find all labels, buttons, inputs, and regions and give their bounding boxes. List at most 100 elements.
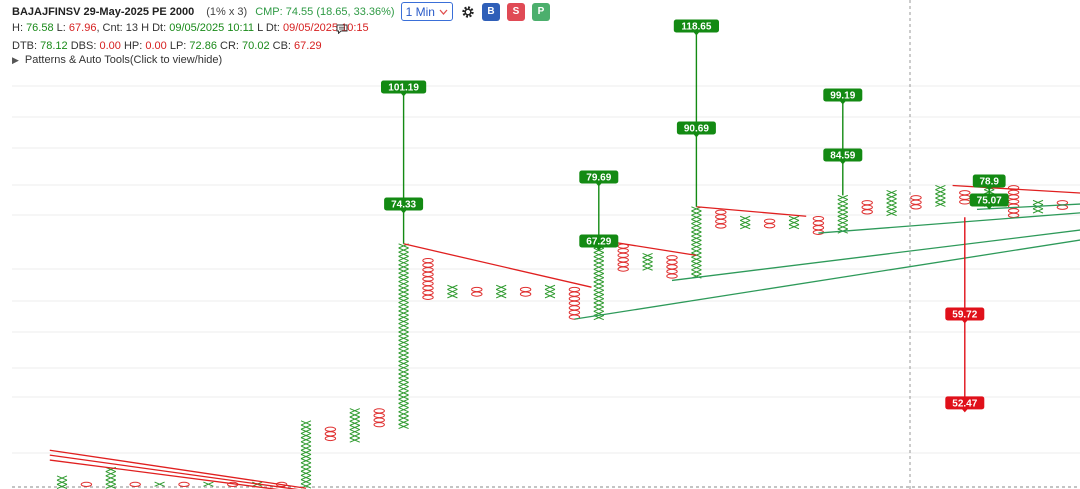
o-mark: [861, 209, 873, 215]
x-mark: [105, 479, 116, 485]
uptrend-line: [574, 239, 1080, 320]
target-label: 74.33: [391, 200, 416, 211]
x-column: [593, 239, 604, 321]
x-mark: [349, 424, 360, 431]
o-mark: [471, 286, 483, 293]
x-mark: [886, 206, 897, 212]
x-mark: [398, 360, 409, 367]
x-mark: [593, 260, 604, 266]
x-mark: [935, 189, 946, 195]
lp-label: LP:: [169, 40, 187, 52]
o-mark: [373, 408, 385, 414]
x-mark: [691, 214, 702, 220]
x-mark: [593, 302, 604, 308]
x-mark: [300, 441, 312, 447]
hp-label: HP:: [123, 40, 143, 52]
gear-icon[interactable]: [461, 5, 475, 19]
p-button[interactable]: P: [531, 2, 550, 21]
target-label-pointer: [693, 134, 700, 138]
downtrend-line: [49, 449, 307, 489]
o-mark: [471, 291, 483, 297]
target-label-pointer: [400, 210, 407, 214]
o-mark: [324, 431, 337, 437]
o-column: [80, 481, 93, 487]
interval-select[interactable]: 1 Min: [400, 2, 453, 21]
lp-value: 72.86: [189, 40, 217, 52]
x-mark: [398, 297, 409, 304]
target-label-pointer: [839, 101, 846, 105]
o-mark: [666, 255, 678, 261]
x-mark: [837, 215, 848, 222]
x-mark: [398, 255, 409, 262]
x-column: [300, 420, 312, 489]
x-mark: [837, 211, 848, 217]
x-mark: [788, 219, 800, 226]
target-label-bg: [579, 234, 619, 248]
sell-button[interactable]: S: [506, 2, 525, 21]
x-mark: [398, 272, 409, 278]
x-mark: [886, 198, 897, 204]
o-mark: [324, 435, 337, 442]
target-label-pointer: [961, 320, 968, 324]
x-mark: [788, 215, 800, 221]
x-mark: [447, 293, 458, 299]
o-mark: [373, 417, 385, 423]
high-value: 76.58: [26, 22, 54, 34]
o-mark: [763, 223, 776, 229]
x-mark: [300, 432, 312, 439]
x-mark: [593, 268, 604, 274]
target-label-pointer: [693, 32, 700, 36]
patterns-label: Patterns & Auto Tools(Click to view/hide…: [24, 54, 223, 66]
x-column: [740, 215, 751, 230]
o-column: [568, 286, 581, 320]
buy-button[interactable]: B: [481, 2, 500, 21]
x-mark: [1032, 208, 1044, 214]
hp-value: 0.00: [145, 40, 167, 52]
uptrend-line: [818, 212, 1080, 234]
x-mark: [398, 260, 409, 266]
target-label-pointer: [986, 187, 993, 191]
o-mark: [568, 309, 581, 316]
dtb-value: 78.12: [40, 40, 68, 52]
x-mark: [398, 373, 409, 379]
downtrend-line: [49, 459, 280, 489]
o-column: [910, 195, 922, 210]
x-mark: [691, 256, 702, 262]
target-label-bg: [384, 197, 424, 211]
o-mark: [617, 248, 629, 254]
x-column: [837, 194, 848, 234]
uptrend-line: [976, 203, 1080, 211]
chevron-down-icon: [439, 9, 448, 15]
x-mark: [642, 261, 653, 267]
x-mark: [398, 293, 409, 299]
downtrend-line: [49, 454, 299, 489]
o-mark: [861, 204, 873, 210]
x-mark: [593, 289, 604, 295]
o-mark: [568, 296, 581, 302]
x-mark: [300, 470, 312, 476]
downtrend-line: [403, 243, 592, 288]
x-mark: [935, 193, 946, 199]
x-mark: [398, 386, 409, 392]
patterns-toggle[interactable]: ▶ Patterns & Auto Tools(Click to view/hi…: [12, 54, 222, 66]
target-label-bg: [945, 307, 985, 321]
dtb-label: DTB:: [12, 40, 38, 52]
x-mark: [398, 281, 409, 287]
x-mark: [496, 289, 507, 295]
interval-value: 1 Min: [405, 4, 435, 19]
target-label-pointer: [839, 161, 846, 165]
x-mark: [398, 310, 409, 316]
x-mark: [398, 276, 409, 283]
x-mark: [105, 483, 116, 489]
o-mark: [422, 257, 434, 264]
comment-icon[interactable]: [336, 24, 348, 34]
x-mark: [398, 398, 409, 404]
o-column: [422, 257, 434, 300]
o-mark: [422, 280, 434, 287]
x-mark: [398, 327, 409, 333]
x-mark: [691, 260, 702, 267]
x-column: [447, 284, 458, 299]
x-mark: [837, 199, 848, 205]
x-mark: [398, 331, 409, 337]
x-mark: [593, 281, 604, 287]
